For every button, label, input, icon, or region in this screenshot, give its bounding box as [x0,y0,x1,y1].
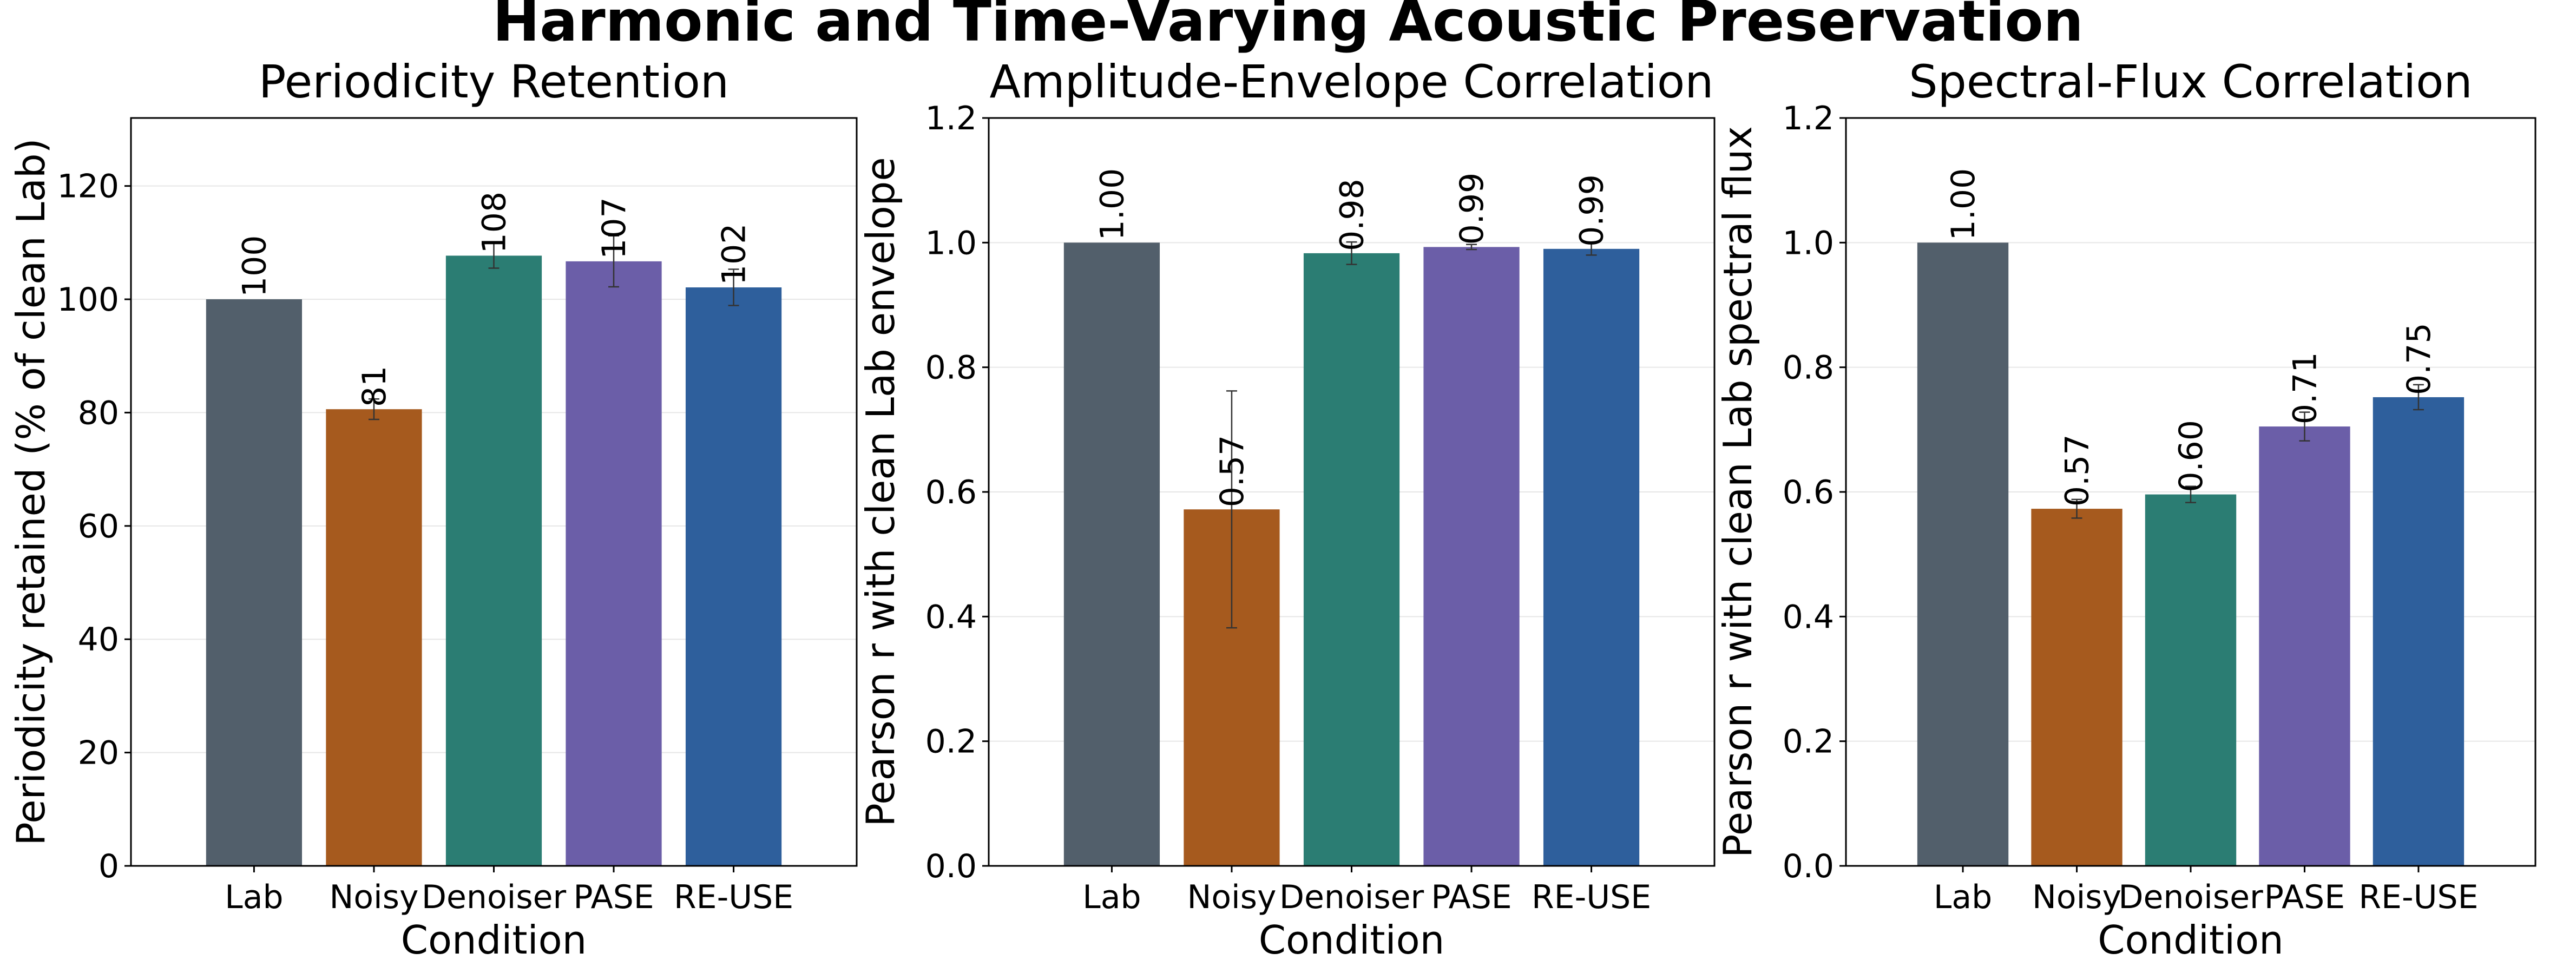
value-label: 1.00 [1944,168,1982,241]
value-label: 0.57 [2059,435,2097,507]
y-tick-label: 0.2 [925,723,977,761]
panel-title: Periodicity Retention [259,55,729,108]
y-tick-label: 0.6 [925,474,977,511]
value-label: 108 [476,192,514,254]
x-tick-label: PASE [2264,878,2345,916]
bar-re-use [1543,248,1640,866]
y-tick-label: 0.2 [1783,723,1834,761]
y-tick-label: 0.0 [925,847,977,885]
panel-2: 1.00 Lab 0.57 Noisy 0.98 Denoiser 0.99 PASE 0.99… [858,55,1716,963]
x-tick-label: PASE [573,878,654,916]
value-label: 0.75 [2400,323,2438,395]
panel-3: 1.00 Lab 0.57 Noisy 0.60 Denoiser 0.71 PASE 0.75… [1715,55,2536,963]
value-label: 0.57 [1213,435,1251,508]
y-tick-label: 1.2 [925,100,977,137]
value-label: 0.71 [2286,352,2324,424]
bar-lab [206,299,303,866]
y-tick-label: 0.4 [925,598,977,636]
value-label: 81 [356,366,393,407]
value-label: 0.99 [1573,174,1611,247]
value-label: 100 [235,235,273,297]
y-axis-label: Periodicity retained (% of clean Lab) [8,138,54,845]
panel-title: Spectral-Flux Correlation [1909,55,2473,108]
x-tick-label: Noisy [2032,878,2121,916]
x-tick-label: Denoiser [2118,878,2263,916]
y-tick-label: 0.4 [1783,598,1834,636]
y-tick-label: 0.8 [1783,349,1834,387]
bar-noisy [326,409,422,866]
plot-frame [988,117,1716,867]
value-label: 0.99 [1453,173,1491,245]
bar-lab [1917,242,2009,866]
x-tick-label: PASE [1431,878,1512,916]
y-tick-label: 1.2 [1783,100,1834,137]
bar-noisy [2031,509,2122,866]
bar-pase [566,261,662,866]
y-tick-label: 40 [78,621,119,659]
panel-1: 100 Lab 81 Noisy 108 Denoiser 107 PASE 102 RE-USE… [8,55,858,963]
bar-pase [1423,247,1520,866]
y-tick-label: 1.0 [925,224,977,262]
panel-title: Amplitude-Envelope Correlation [989,55,1713,108]
x-tick-label: RE-USE [2358,878,2478,916]
x-axis-label: Condition [401,917,587,963]
x-tick-label: Noisy [1187,878,1276,916]
x-tick-label: Denoiser [422,878,567,916]
bar-lab [1063,242,1160,866]
bar-denoiser [2145,494,2237,866]
x-tick-label: Lab [1082,878,1141,916]
x-tick-label: Lab [225,878,283,916]
y-tick-label: 1.0 [1783,224,1834,262]
y-axis-label: Pearson r with clean Lab envelope [858,157,903,826]
value-label: 0.60 [2172,420,2210,492]
y-tick-label: 80 [78,394,119,432]
bar-re-use [2373,397,2465,866]
y-tick-label: 0.8 [925,349,977,387]
plot-frame [130,117,858,867]
y-tick-label: 0.0 [1783,847,1834,885]
value-label: 1.00 [1093,168,1131,241]
bar-denoiser [1303,253,1400,866]
bar-pase [2259,426,2350,866]
x-axis-label: Condition [1259,917,1445,963]
x-tick-label: Lab [1934,878,1992,916]
x-axis-label: Condition [2098,917,2284,963]
value-label: 102 [715,224,753,286]
x-tick-label: RE-USE [1532,878,1651,916]
x-tick-label: Noisy [329,878,418,916]
bar-denoiser [445,255,542,866]
value-label: 0.98 [1333,179,1371,251]
value-label: 107 [595,197,633,259]
y-tick-label: 60 [78,508,119,546]
y-tick-label: 0.6 [1783,474,1834,511]
bar-re-use [685,287,782,866]
y-tick-label: 20 [78,734,119,772]
y-tick-label: 0 [98,847,119,885]
plot-frame [1845,117,2536,867]
y-tick-label: 100 [57,281,119,319]
x-tick-label: Denoiser [1279,878,1424,916]
x-tick-label: RE-USE [674,878,793,916]
y-axis-label: Pearson r with clean Lab spectral flux [1715,126,1760,858]
figure-suptitle: Harmonic and Time-Varying Acoustic Prese… [492,0,2084,54]
y-tick-label: 120 [57,168,119,206]
